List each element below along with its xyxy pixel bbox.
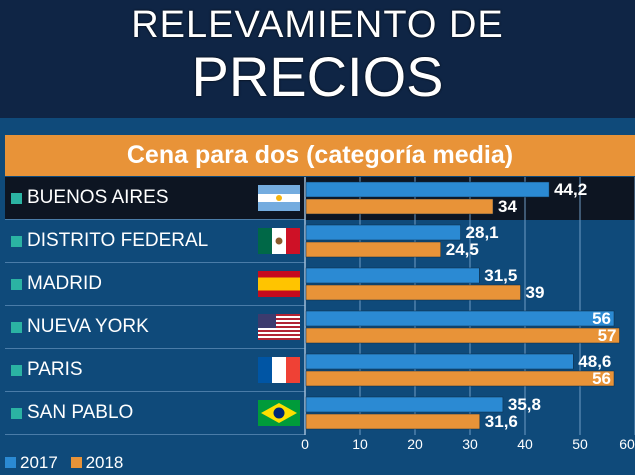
legend-label: 2017 xyxy=(20,453,58,472)
value-label: 35,8 xyxy=(508,395,541,414)
value-label: 56 xyxy=(592,369,611,388)
value-label: 57 xyxy=(598,326,617,345)
value-label: 56 xyxy=(592,309,611,328)
category-row: BUENOS AIRES xyxy=(5,177,305,220)
usa-flag-icon xyxy=(258,314,300,340)
category-label: MADRID xyxy=(27,273,102,294)
category-row: PARIS xyxy=(5,349,305,392)
legend-label: 2018 xyxy=(85,453,124,472)
x-tick-label: 0 xyxy=(301,436,309,452)
x-tick-label: 10 xyxy=(352,436,368,452)
category-row: MADRID xyxy=(5,263,305,306)
bar-2018 xyxy=(305,284,521,301)
x-tick-label: 50 xyxy=(572,436,588,452)
bar-2018 xyxy=(305,370,615,387)
bar-2017 xyxy=(305,396,504,413)
legend-item-2018: 2018 xyxy=(70,453,124,473)
value-label: 48,6 xyxy=(578,352,611,371)
bar-2018 xyxy=(305,198,494,215)
bullet-icon xyxy=(11,193,22,204)
chart-subtitle: Cena para dos (categoría media) xyxy=(5,135,635,176)
bar-2017 xyxy=(305,310,615,327)
value-label: 31,6 xyxy=(485,412,518,431)
x-tick-label: 30 xyxy=(462,436,478,452)
bar-2017 xyxy=(305,181,550,198)
title-line-2: PRECIOS xyxy=(191,45,444,108)
value-label: 31,5 xyxy=(484,266,517,285)
argentina-flag-icon xyxy=(258,185,300,211)
bullet-icon xyxy=(11,322,22,333)
x-tick-label: 20 xyxy=(407,436,423,452)
category-label: SAN PABLO xyxy=(27,402,134,423)
value-label: 44,2 xyxy=(554,180,587,199)
value-label: 34 xyxy=(498,197,517,216)
value-label: 39 xyxy=(526,283,545,302)
legend: 2017 2018 xyxy=(5,453,131,473)
mexico-flag-icon xyxy=(258,228,300,254)
category-row: SAN PABLO xyxy=(5,392,305,435)
x-tick-label: 40 xyxy=(517,436,533,452)
category-label: NUEVA YORK xyxy=(27,316,149,337)
spain-flag-icon xyxy=(258,271,300,297)
bar-2017 xyxy=(305,353,574,370)
bar-2017 xyxy=(305,267,480,284)
category-row: DISTRITO FEDERAL xyxy=(5,220,305,263)
brazil-flag-icon xyxy=(258,400,300,426)
category-label: BUENOS AIRES xyxy=(27,187,169,208)
bullet-icon xyxy=(11,236,22,247)
bullet-icon xyxy=(11,279,22,290)
bullet-icon xyxy=(11,365,22,376)
bar-2018 xyxy=(305,413,481,430)
value-label: 24,5 xyxy=(446,240,479,259)
bar-2017 xyxy=(305,224,461,241)
bar-2018 xyxy=(305,241,441,258)
header: RELEVAMIENTO DE PRECIOS xyxy=(0,0,635,118)
legend-item-2017: 2017 xyxy=(5,453,58,473)
title-line-1: RELEVAMIENTO DE xyxy=(131,4,504,46)
bar-2018 xyxy=(305,327,620,344)
x-tick-label: 60 xyxy=(619,436,635,452)
value-label: 28,1 xyxy=(466,223,499,242)
category-label: DISTRITO FEDERAL xyxy=(27,230,209,251)
bullet-icon xyxy=(11,408,22,419)
category-label: PARIS xyxy=(27,359,83,380)
france-flag-icon xyxy=(258,357,300,383)
category-row: NUEVA YORK xyxy=(5,306,305,349)
